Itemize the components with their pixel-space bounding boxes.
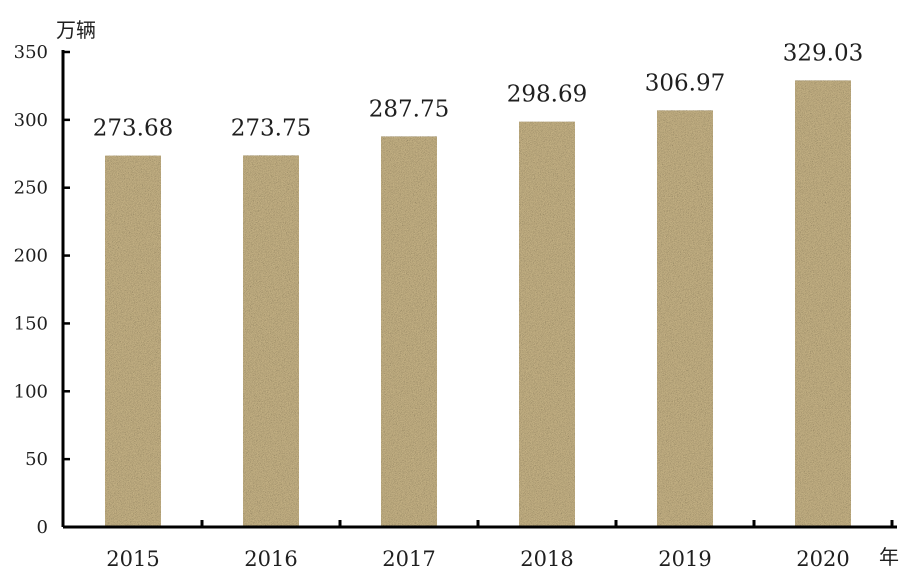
y-tick-label: 350 xyxy=(14,42,48,63)
x-tick-label: 2015 xyxy=(106,547,159,571)
y-tick-label: 200 xyxy=(14,246,48,267)
bar-value-label: 273.75 xyxy=(231,115,311,141)
bars-layer xyxy=(105,80,851,527)
bar-value-label: 298.69 xyxy=(507,82,587,108)
x-ticks-layer: 2015 2016 2017 2018 2019 2020 xyxy=(106,520,894,571)
x-tick-label: 2018 xyxy=(520,547,573,571)
value-labels-layer: 273.68 273.75 287.75 298.69 306.97 329.03 xyxy=(93,40,863,141)
x-tick-label: 2019 xyxy=(658,547,711,571)
y-tick-label: 300 xyxy=(14,110,48,131)
x-tick-label: 2017 xyxy=(382,547,435,571)
bar xyxy=(105,155,161,527)
y-tick-label: 150 xyxy=(14,313,48,334)
bar xyxy=(657,110,713,527)
bar-value-label: 287.75 xyxy=(369,96,449,122)
axes-layer xyxy=(61,50,897,529)
bar xyxy=(795,80,851,527)
y-tick-label: 250 xyxy=(14,178,48,199)
y-tick-label: 50 xyxy=(25,449,48,470)
y-tick-label: 100 xyxy=(14,381,48,402)
x-axis-unit-label: 年 xyxy=(879,545,899,569)
bar xyxy=(519,121,575,527)
y-axis-unit-label: 万辆 xyxy=(56,18,96,42)
y-tick-label: 0 xyxy=(37,517,48,538)
x-tick-label: 2020 xyxy=(796,547,849,571)
bar-value-label: 273.68 xyxy=(93,116,173,142)
bar xyxy=(381,136,437,527)
y-ticks-layer: 0 50 100 150 200 250 300 350 xyxy=(14,42,70,538)
bar-value-label: 306.97 xyxy=(645,70,725,96)
bar-value-label: 329.03 xyxy=(783,40,863,66)
bar xyxy=(243,155,299,527)
x-tick-label: 2016 xyxy=(244,547,297,571)
